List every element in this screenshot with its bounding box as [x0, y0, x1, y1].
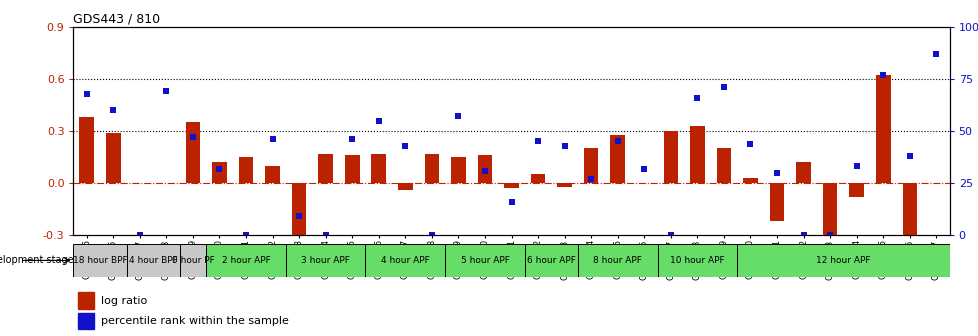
Bar: [504, 183, 518, 188]
Bar: [318, 154, 333, 183]
Bar: [291, 183, 306, 249]
Bar: [398, 183, 412, 190]
Text: percentile rank within the sample: percentile rank within the sample: [101, 316, 289, 326]
Text: 4 hour APF: 4 hour APF: [380, 256, 429, 265]
Text: 6 hour APF: 6 hour APF: [526, 256, 575, 265]
Bar: [344, 155, 359, 183]
Text: 8 hour APF: 8 hour APF: [593, 256, 642, 265]
Text: 3 hour APF: 3 hour APF: [301, 256, 350, 265]
Text: 12 hour APF: 12 hour APF: [816, 256, 869, 265]
Bar: [556, 183, 571, 186]
Text: 2 hour APF: 2 hour APF: [221, 256, 270, 265]
Text: 10 hour APF: 10 hour APF: [669, 256, 724, 265]
Text: 0 hour PF: 0 hour PF: [171, 256, 214, 265]
Text: 5 hour APF: 5 hour APF: [460, 256, 509, 265]
Bar: [583, 149, 598, 183]
Text: log ratio: log ratio: [101, 296, 147, 306]
Bar: [795, 162, 810, 183]
Bar: [239, 157, 253, 183]
Text: 18 hour BPF: 18 hour BPF: [72, 256, 127, 265]
Bar: [875, 76, 890, 183]
Bar: [186, 122, 200, 183]
Bar: [657, 244, 736, 277]
Bar: [106, 133, 120, 183]
Bar: [524, 244, 577, 277]
Bar: [849, 183, 864, 197]
Bar: [902, 183, 916, 235]
Bar: [126, 244, 179, 277]
Text: GDS443 / 810: GDS443 / 810: [73, 13, 160, 26]
Bar: [477, 155, 492, 183]
Bar: [265, 166, 280, 183]
Bar: [212, 162, 227, 183]
Bar: [445, 244, 524, 277]
Bar: [577, 244, 657, 277]
Bar: [206, 244, 286, 277]
Bar: [716, 149, 731, 183]
Bar: [77, 292, 94, 308]
Bar: [530, 174, 545, 183]
Bar: [73, 244, 126, 277]
Bar: [769, 183, 783, 221]
Bar: [451, 157, 466, 183]
Text: 4 hour BPF: 4 hour BPF: [128, 256, 177, 265]
Bar: [822, 183, 836, 235]
Bar: [424, 154, 439, 183]
Bar: [371, 154, 385, 183]
Bar: [663, 131, 678, 183]
Bar: [79, 117, 94, 183]
Bar: [736, 244, 949, 277]
Bar: [689, 126, 704, 183]
Bar: [610, 134, 624, 183]
Bar: [179, 244, 206, 277]
Bar: [742, 178, 757, 183]
Bar: [77, 312, 94, 329]
Bar: [286, 244, 365, 277]
Bar: [365, 244, 445, 277]
Text: development stage: development stage: [0, 255, 73, 265]
